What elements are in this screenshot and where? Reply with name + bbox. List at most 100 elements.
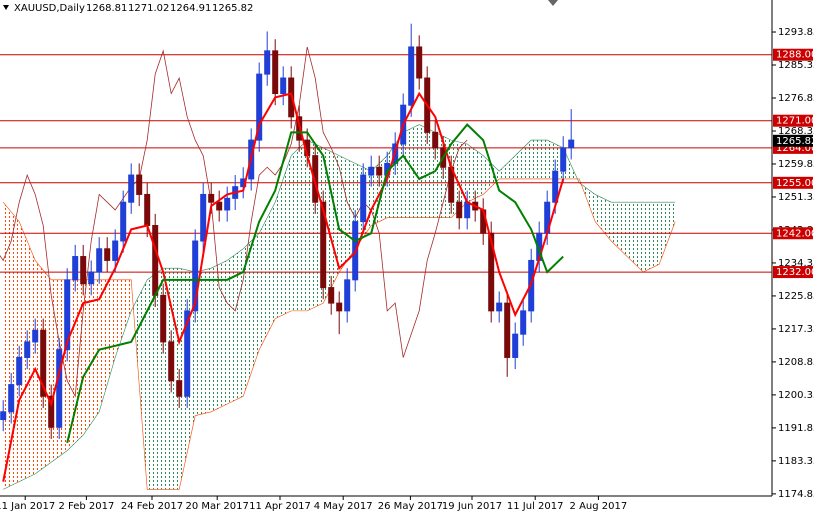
y-tick-label: 1293.85 [778,27,814,38]
cloud-segment [83,279,100,436]
candle-body [496,302,503,312]
indicator-line [2,91,565,482]
cloud-segment [227,248,244,405]
candle-body [72,256,79,281]
lagging-line [0,46,468,398]
cloud-segment [243,233,260,397]
candle-body [64,279,71,351]
indicator-line [66,123,564,444]
candle-body [136,174,143,195]
candle-body [568,139,575,149]
level-tag [773,176,813,189]
candle-body [168,341,175,382]
cloud-segment [147,268,164,490]
cloud-segment [371,155,388,226]
candle-body [208,193,215,203]
candle-body [128,174,135,203]
y-tick-label: 1251.35 [778,192,814,203]
candle-body [408,46,415,106]
cloud-segment [595,194,612,242]
x-tick-label: 26 May 2017 [378,501,443,512]
level-label: 1271.00 [776,116,814,127]
candle-body [56,349,63,428]
cloud-segment [515,140,532,179]
cloud-segment [275,155,292,319]
candle-body [360,174,367,223]
level-label: 1264.00 [776,143,814,154]
cloud-segment [483,155,500,195]
level-tag [773,266,813,279]
level-tag [773,48,813,61]
candle-body [320,201,327,289]
candle-body [376,166,383,176]
y-tick-label: 1276.85 [778,93,814,104]
y-tick-label: 1217.35 [778,324,814,335]
candle-body [152,224,159,296]
ohlc-high: 1271.02 [128,3,169,14]
cloud-segment [211,260,228,412]
candle-body [224,197,231,211]
cloud-segment [643,202,660,273]
candle-body [32,329,39,343]
candle-body [216,201,223,211]
candle-body [336,302,343,312]
candle-body [312,155,319,203]
level-label: 1288.00 [776,50,814,61]
level-tag [773,227,813,240]
ohlc-open: 1268.81 [86,3,127,14]
candle-body [432,131,439,149]
x-tick-label: 20 Mar 2017 [185,501,248,512]
candle-body [200,193,207,242]
x-tick-label: 19 Jun 2017 [442,501,502,512]
menu-arrow [3,5,9,10]
y-tick-label: 1208.85 [778,357,814,368]
candle-body [96,248,103,273]
x-tick-label: 24 Feb 2017 [121,501,183,512]
x-tick-label: 2 Aug 2017 [570,501,628,512]
level-label: 1232.00 [776,267,814,278]
candle-body [264,50,271,75]
y-tick-label: 1234.35 [778,258,814,269]
x-tick-label: 11 Jan 2017 [0,501,55,512]
price-label: 1265.82 [776,136,814,147]
candle-body [328,287,335,304]
candle-body [88,271,95,285]
candle-body [120,201,127,242]
level-label: 1255.00 [776,178,814,189]
cloud-segment [3,202,20,490]
level-tag [773,114,813,127]
y-tick-label: 1183.35 [778,456,814,467]
candle-body [416,46,423,79]
ohlc-close: 1265.82 [212,3,253,14]
cloud-segment [291,140,308,311]
candle-body [552,170,559,203]
cloud-segment [195,268,212,416]
candle-body [504,302,511,358]
y-tick-label: 1259.85 [778,159,814,170]
cloud-segment [67,279,84,451]
level-label: 1242.00 [776,228,814,239]
candle-body [272,50,279,95]
candle-body [456,201,463,219]
cloud-segment [115,279,132,358]
ohlc-low: 1264.91 [170,3,211,14]
price-tag [773,134,813,147]
y-tick-label: 1225.85 [778,291,814,302]
candle-body [160,294,167,343]
cloud-segment [99,279,116,412]
candle-body [560,147,567,172]
plot-area [0,23,772,490]
candle-body [488,232,495,312]
cloud-segment [499,155,516,179]
candle-body [144,193,151,226]
x-tick-label: 2 Feb 2017 [58,501,114,512]
axes: 1293.85 1285.35 1276.85 1268.35 1259.85 1251.… [0,27,814,512]
candle-body [464,201,471,219]
x-tick-label: 4 May 2017 [314,501,373,512]
cloud-segment [611,202,628,257]
candle-body [48,395,55,428]
candle-body [104,248,111,261]
